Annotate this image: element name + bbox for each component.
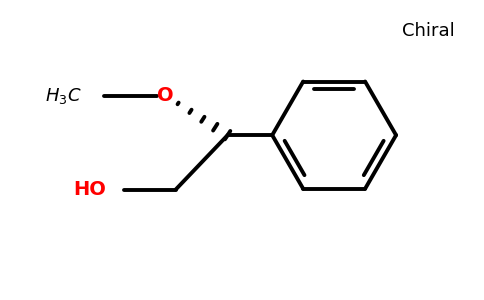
Text: HO: HO [74,180,106,199]
Text: O: O [157,86,174,105]
Text: Chiral: Chiral [402,22,454,40]
Text: $H_3C$: $H_3C$ [45,85,81,106]
